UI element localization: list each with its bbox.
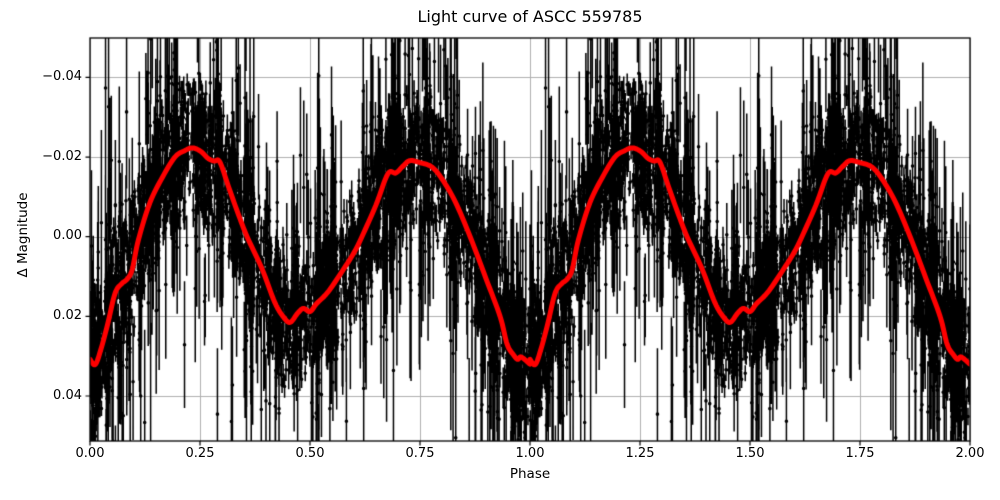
- chart-title: Light curve of ASCC 559785: [417, 7, 643, 26]
- y-tick-label: 0.02: [53, 307, 82, 323]
- x-tick-label: 1.50: [735, 446, 765, 461]
- x-tick-label: 1.00: [515, 446, 545, 461]
- x-tick-label: 0.00: [75, 446, 105, 461]
- y-tick-label: −0.04: [42, 68, 82, 84]
- x-tick-label: 1.25: [625, 446, 655, 461]
- x-tick-label: 2.00: [955, 446, 985, 461]
- x-tick-label: 0.50: [295, 446, 325, 461]
- y-tick-label: 0.00: [53, 228, 82, 244]
- x-axis-label: Phase: [509, 466, 551, 482]
- x-tick-label: 0.25: [185, 446, 215, 461]
- x-tick-label: 1.75: [845, 446, 875, 461]
- y-tick-label: −0.02: [42, 148, 82, 164]
- x-tick-label: 0.75: [405, 446, 435, 461]
- y-tick-label: 0.04: [53, 387, 82, 403]
